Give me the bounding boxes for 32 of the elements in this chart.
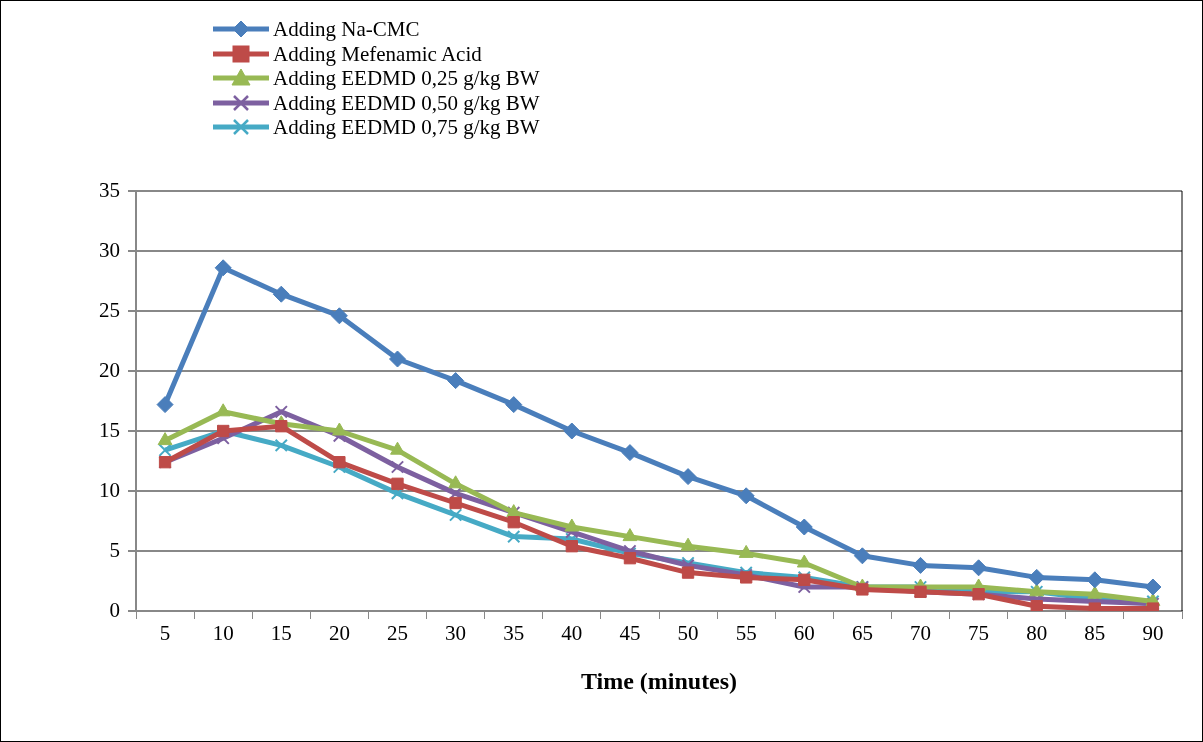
legend-label: Adding Mefenamic Acid [273, 41, 482, 66]
x-tick-label: 75 [968, 621, 990, 646]
x-tick-label: 60 [793, 621, 815, 646]
x-tick-label: 40 [561, 621, 583, 646]
legend-label: Adding EEDMD 0,25 g/kg BW [273, 66, 540, 91]
x-tick-label: 70 [910, 621, 931, 646]
y-tick-label: 30 [99, 237, 120, 262]
y-tick-label: 15 [99, 417, 120, 442]
x-tick-label: 5 [159, 621, 171, 646]
x-tick-label: 90 [1142, 621, 1164, 646]
x-tick-label: 15 [270, 621, 292, 646]
x-tick-label: 45 [619, 621, 641, 646]
y-tick-label: 0 [109, 597, 120, 622]
x-tick-label: 10 [212, 621, 234, 646]
y-tick-label: 10 [99, 477, 120, 502]
x-tick-label: 80 [1026, 621, 1048, 646]
y-tick-label: 25 [99, 297, 120, 322]
x-tick-label: 35 [503, 621, 525, 646]
legend-label: Adding EEDMD 0,75 g/kg BW [273, 115, 540, 140]
x-tick-label: 85 [1084, 621, 1106, 646]
x-tick-label: 25 [387, 621, 408, 646]
y-tick-label: 5 [109, 537, 120, 562]
x-tick-label: 50 [677, 621, 699, 646]
y-tick-label: 35 [99, 177, 120, 202]
x-tick-label: 30 [445, 621, 467, 646]
x-tick-label: 65 [851, 621, 873, 646]
x-tick-label: 55 [735, 621, 757, 646]
x-axis-title: Time (minutes) [580, 667, 738, 694]
legend-label: Adding EEDMD 0,50 g/kg BW [273, 90, 540, 115]
y-tick-label: 20 [99, 357, 120, 382]
x-tick-label: 20 [328, 621, 350, 646]
legend-label: Adding Na-CMC [273, 17, 420, 42]
